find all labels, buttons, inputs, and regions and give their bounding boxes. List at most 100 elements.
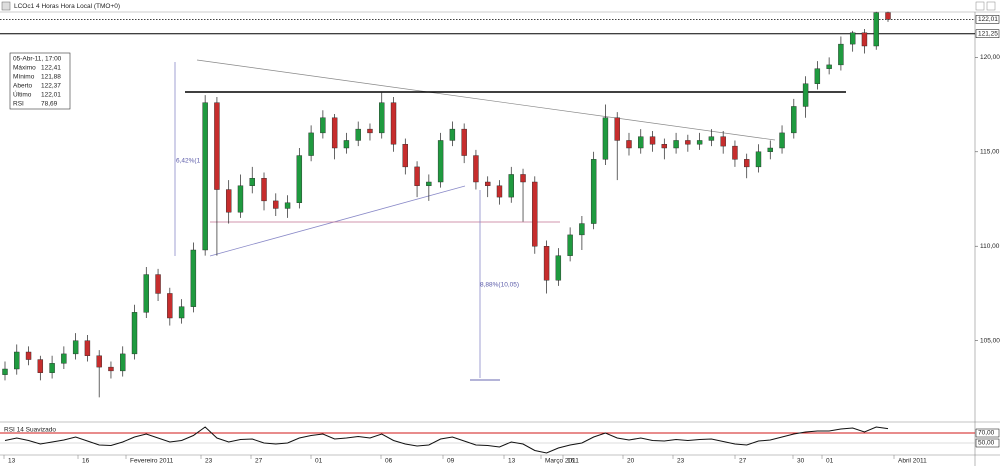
candle-body bbox=[355, 128, 361, 141]
candle-body bbox=[791, 106, 797, 134]
candle-body bbox=[426, 181, 432, 186]
candle-body bbox=[37, 359, 44, 373]
candle-body bbox=[579, 223, 585, 236]
candle-body bbox=[779, 132, 785, 149]
x-tick-label: 09 bbox=[447, 458, 455, 465]
x-tick-label: 27 bbox=[255, 458, 263, 465]
info-value: 122,37 bbox=[41, 83, 61, 90]
candle-body bbox=[72, 340, 79, 355]
window-button[interactable] bbox=[975, 1, 985, 11]
candle-body bbox=[673, 140, 679, 149]
candle-body bbox=[838, 43, 844, 66]
candle-body bbox=[390, 102, 397, 145]
candle-body bbox=[190, 249, 197, 307]
x-tick-label: 23 bbox=[205, 458, 213, 465]
x-tick-label: 20 bbox=[627, 458, 635, 465]
x-tick-label: 30 bbox=[797, 458, 805, 465]
y2-tick-label: 70,00 bbox=[978, 430, 995, 437]
x-tick-label: 13 bbox=[8, 458, 16, 465]
y-tick-label: 120,00 bbox=[980, 54, 1000, 61]
candle-body bbox=[131, 312, 138, 355]
candle-body bbox=[638, 136, 644, 149]
info-box: 05-Abr-11, 17:00 Máximo 122,41 Mínimo 121,8… bbox=[9, 52, 71, 110]
candle-body bbox=[14, 351, 20, 370]
candle-body bbox=[414, 166, 420, 186]
candle-body bbox=[802, 83, 809, 107]
candle-body bbox=[84, 340, 91, 356]
candle-body bbox=[343, 140, 350, 149]
candle-body bbox=[2, 368, 8, 375]
info-key: Máximo bbox=[13, 65, 36, 72]
info-value: 78,69 bbox=[41, 101, 58, 108]
rsi-tag bbox=[975, 438, 1000, 448]
candle-body bbox=[885, 12, 891, 20]
x-tick-label: Abril 2011 bbox=[898, 458, 927, 465]
candle-body bbox=[826, 64, 832, 69]
x-tick-label: 13 bbox=[508, 458, 516, 465]
candle-body bbox=[167, 293, 173, 319]
candle-body bbox=[602, 117, 609, 160]
rsi-line bbox=[4, 426, 889, 454]
info-value: 121,88 bbox=[41, 74, 61, 81]
rsi-label: RSI 14 Suavizado bbox=[4, 427, 56, 434]
x-tick-label: 01 bbox=[315, 458, 323, 465]
candle-body bbox=[543, 246, 550, 281]
candle-body bbox=[49, 363, 55, 373]
candle-body bbox=[720, 136, 726, 147]
price-tag bbox=[975, 29, 1000, 38]
window-button[interactable] bbox=[986, 1, 996, 11]
y-tick-label: 115,00 bbox=[980, 148, 1000, 155]
x-tick-label: 23 bbox=[677, 458, 685, 465]
candle-body bbox=[532, 181, 538, 247]
candle-body bbox=[379, 102, 385, 134]
candle-body bbox=[849, 32, 856, 45]
candle-body bbox=[178, 306, 185, 319]
candle-body bbox=[402, 144, 408, 168]
candle-body bbox=[367, 128, 373, 134]
candle-body bbox=[108, 366, 114, 372]
candle-body bbox=[661, 144, 668, 149]
candle-body bbox=[744, 159, 750, 168]
x-tick-label: 16 bbox=[567, 458, 575, 465]
candle-body bbox=[249, 178, 255, 186]
candle-body bbox=[296, 155, 303, 203]
candle-body bbox=[308, 132, 314, 156]
x-tick-label: 06 bbox=[385, 458, 393, 465]
candle-body bbox=[555, 255, 562, 281]
x-tick-label: Março 2011 bbox=[545, 458, 579, 465]
candle-body bbox=[284, 202, 291, 209]
candle-body bbox=[237, 185, 244, 213]
chart-title: LCOc1 4 Horas Hora Local (TMO+0) bbox=[14, 3, 120, 10]
x-tick-label: 27 bbox=[739, 458, 747, 465]
candle-body bbox=[485, 181, 491, 186]
trend-line[interactable] bbox=[196, 59, 776, 141]
trend-line[interactable] bbox=[209, 185, 466, 257]
candle-body bbox=[520, 174, 526, 183]
candle-body bbox=[461, 128, 467, 156]
candle-body bbox=[25, 351, 32, 360]
candle-body bbox=[508, 174, 514, 198]
candle-body bbox=[873, 12, 879, 47]
candle-body bbox=[225, 189, 232, 213]
symbol-icon[interactable] bbox=[1, 1, 11, 11]
x-tick-label: Fevereiro 2011 bbox=[130, 458, 174, 465]
x-tick-label: 16 bbox=[82, 458, 90, 465]
candle-body bbox=[473, 155, 479, 183]
candle-body bbox=[202, 102, 208, 251]
candle-body bbox=[590, 159, 597, 224]
annotation: 8,88%(10,05) bbox=[480, 282, 519, 289]
price-tag-label: 121,25 bbox=[978, 30, 998, 37]
candle-body bbox=[320, 117, 326, 134]
candle-body bbox=[861, 32, 868, 47]
info-key: Último bbox=[13, 90, 32, 99]
candle-body bbox=[814, 68, 821, 84]
info-key: RSI bbox=[13, 101, 24, 108]
candle-body bbox=[96, 355, 102, 368]
candle-body bbox=[331, 117, 338, 149]
candle-body bbox=[449, 128, 456, 141]
price-tag bbox=[975, 15, 1000, 24]
candle-body bbox=[143, 274, 149, 313]
info-key: Mínimo bbox=[13, 74, 35, 81]
